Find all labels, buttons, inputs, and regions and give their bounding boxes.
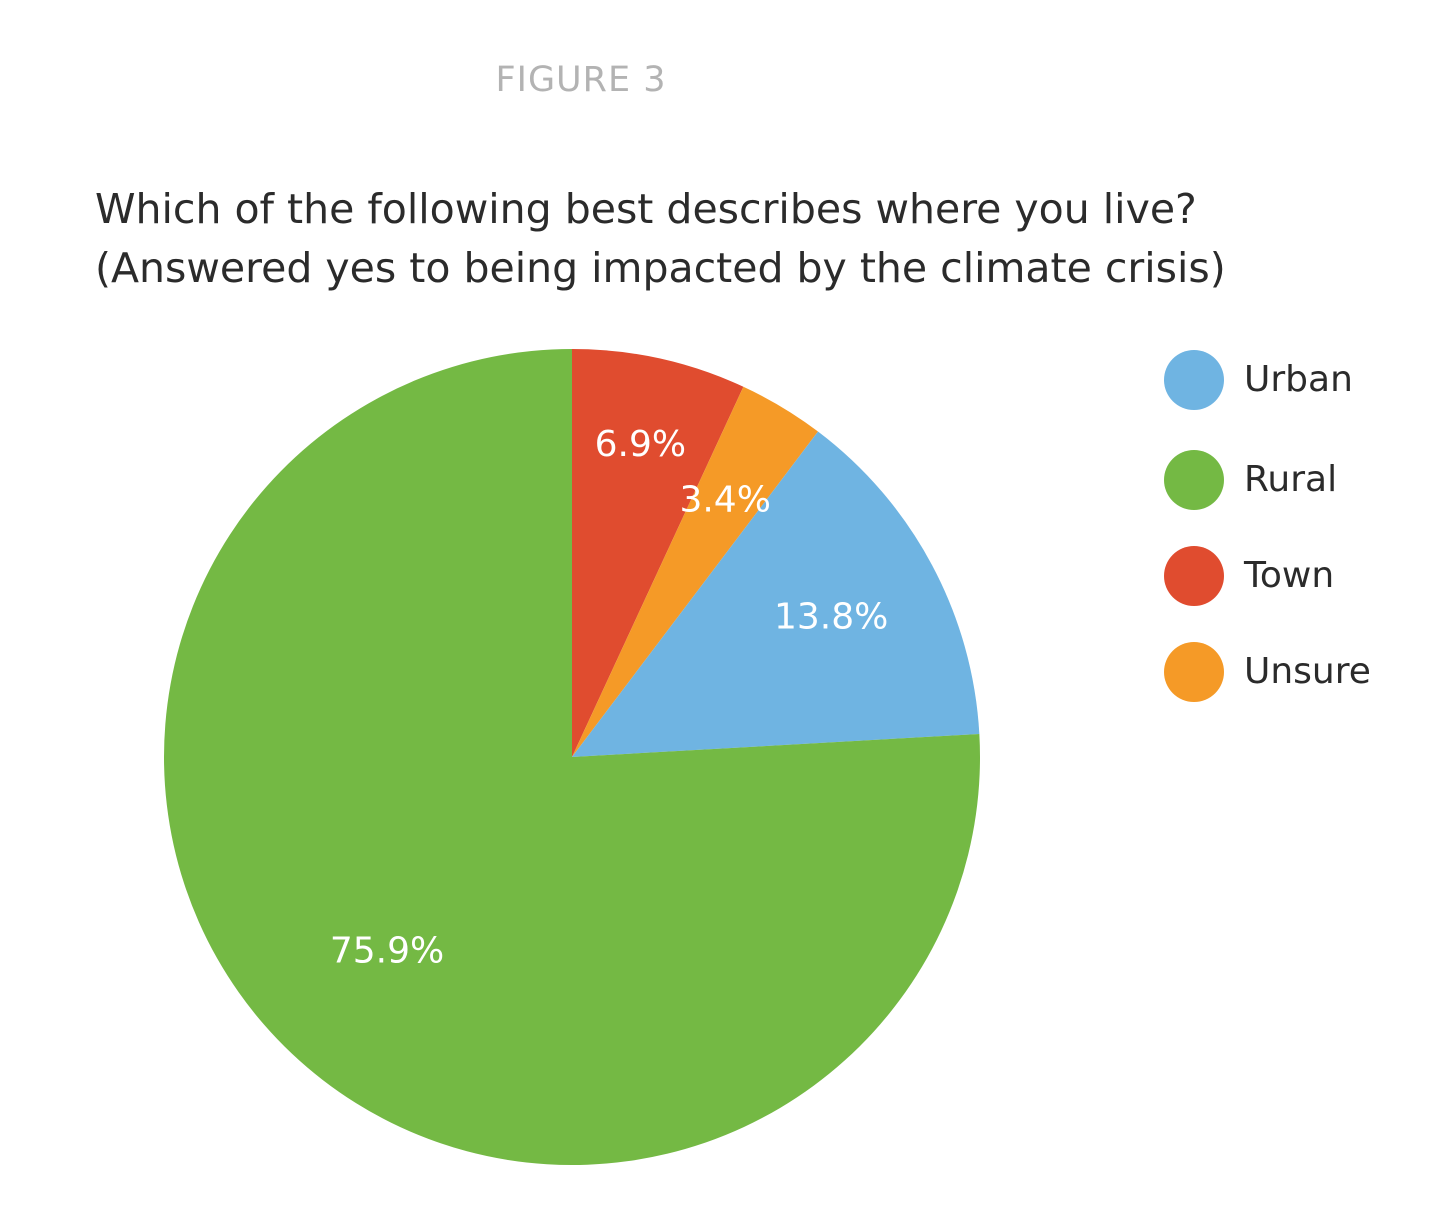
chart-title-line-2: (Answered yes to being impacted by the c… — [95, 244, 1226, 292]
pie-slices — [164, 349, 981, 1165]
chart-title: Which of the following best describes wh… — [95, 180, 1375, 298]
pie-slice-urban — [572, 431, 980, 757]
legend-swatch-town — [1164, 546, 1224, 606]
chart-title-line-1: Which of the following best describes wh… — [95, 185, 1197, 233]
legend-label-rural: Rural — [1244, 459, 1338, 500]
legend-item-rural: Rural — [1164, 450, 1424, 510]
pie-label-unsure: 3.4% — [679, 480, 770, 521]
pie-label-urban: 13.8% — [774, 597, 888, 638]
legend-item-town: Town — [1164, 546, 1424, 606]
legend-swatch-urban — [1164, 350, 1224, 410]
pie-slice-rural — [164, 349, 981, 1165]
pie-labels: 6.9% 3.4% 13.8% 75.9% — [330, 424, 889, 972]
legend-swatch-unsure — [1164, 642, 1224, 702]
figure-label: FIGURE 3 — [495, 60, 667, 100]
legend-label-unsure: Unsure — [1244, 651, 1371, 692]
pie-slice-unsure — [572, 386, 818, 757]
pie-slice-town — [572, 349, 744, 757]
pie-label-town: 6.9% — [595, 424, 686, 465]
legend-label-town: Town — [1244, 555, 1335, 596]
legend-swatch-rural — [1164, 450, 1224, 510]
legend-item-urban: Urban — [1164, 350, 1424, 410]
legend-item-unsure: Unsure — [1164, 642, 1424, 702]
legend-label-urban: Urban — [1244, 359, 1353, 400]
pie-label-rural: 75.9% — [330, 931, 444, 972]
